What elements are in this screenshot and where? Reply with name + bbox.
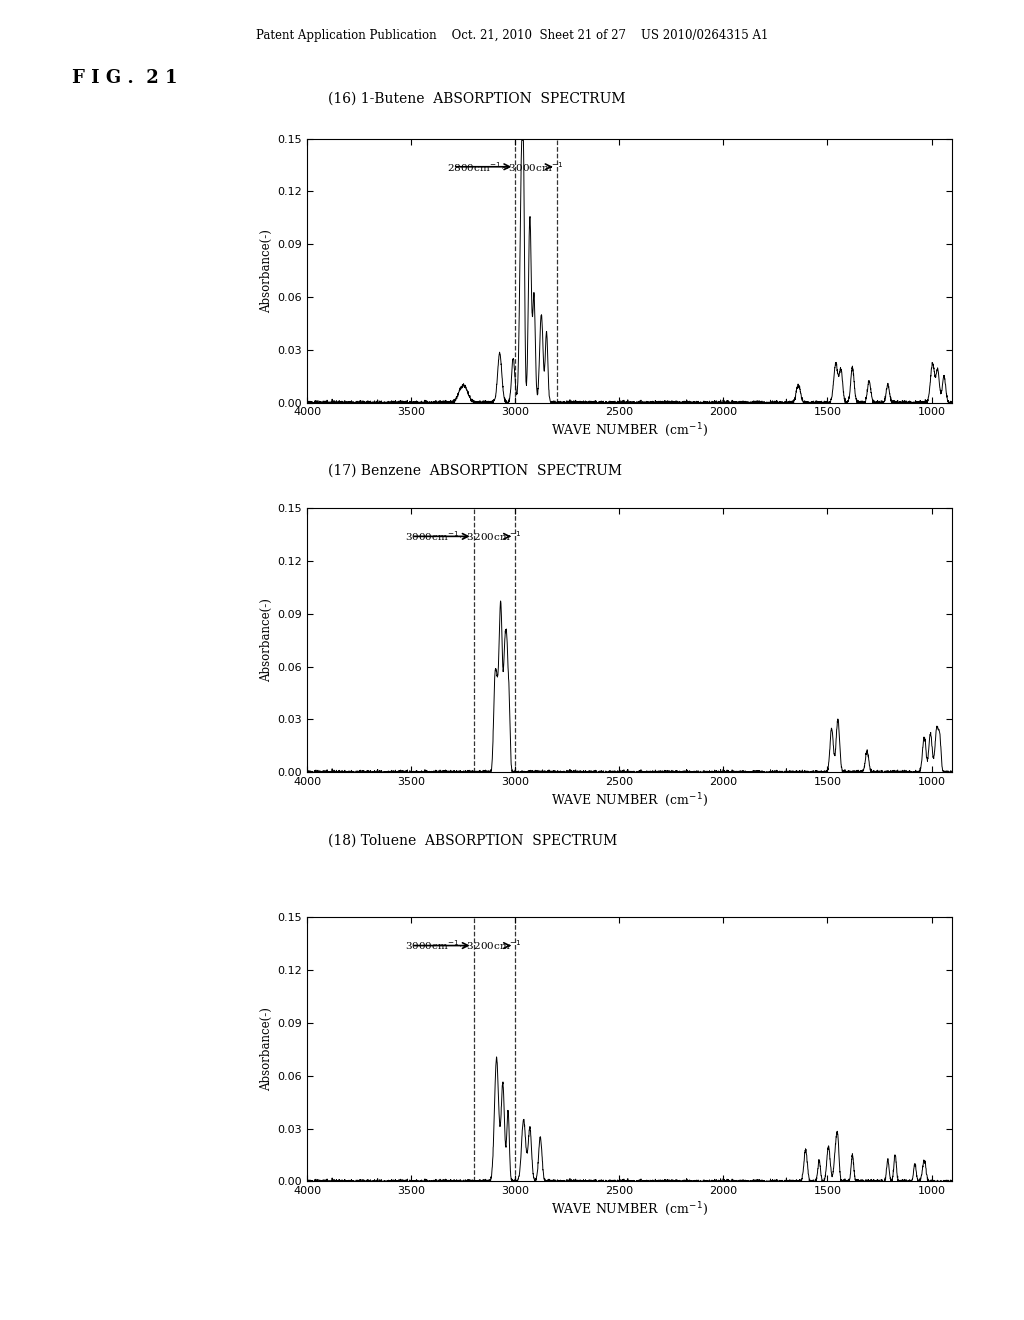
Text: F I G .  2 1: F I G . 2 1 xyxy=(72,69,177,87)
Text: (16) 1-Butene  ABSORPTION  SPECTRUM: (16) 1-Butene ABSORPTION SPECTRUM xyxy=(328,91,626,106)
X-axis label: WAVE NUMBER  (cm$^{-1}$): WAVE NUMBER (cm$^{-1}$) xyxy=(551,421,709,440)
Y-axis label: Absorbance(-): Absorbance(-) xyxy=(260,228,273,313)
Text: (17) Benzene  ABSORPTION  SPECTRUM: (17) Benzene ABSORPTION SPECTRUM xyxy=(328,463,622,478)
Text: Patent Application Publication    Oct. 21, 2010  Sheet 21 of 27    US 2010/02643: Patent Application Publication Oct. 21, … xyxy=(256,29,768,42)
Y-axis label: Absorbance(-): Absorbance(-) xyxy=(260,1007,273,1092)
X-axis label: WAVE NUMBER  (cm$^{-1}$): WAVE NUMBER (cm$^{-1}$) xyxy=(551,1200,709,1218)
X-axis label: WAVE NUMBER  (cm$^{-1}$): WAVE NUMBER (cm$^{-1}$) xyxy=(551,791,709,809)
Text: (18) Toluene  ABSORPTION  SPECTRUM: (18) Toluene ABSORPTION SPECTRUM xyxy=(328,833,616,847)
Text: 3000cm$^{-1}$~3200cm$^{-1}$: 3000cm$^{-1}$~3200cm$^{-1}$ xyxy=(406,529,521,544)
Y-axis label: Absorbance(-): Absorbance(-) xyxy=(260,598,273,682)
Text: 2800cm$^{-1}$~3000cm$^{-1}$: 2800cm$^{-1}$~3000cm$^{-1}$ xyxy=(447,160,563,174)
Text: 3000cm$^{-1}$~3200cm$^{-1}$: 3000cm$^{-1}$~3200cm$^{-1}$ xyxy=(406,939,521,953)
